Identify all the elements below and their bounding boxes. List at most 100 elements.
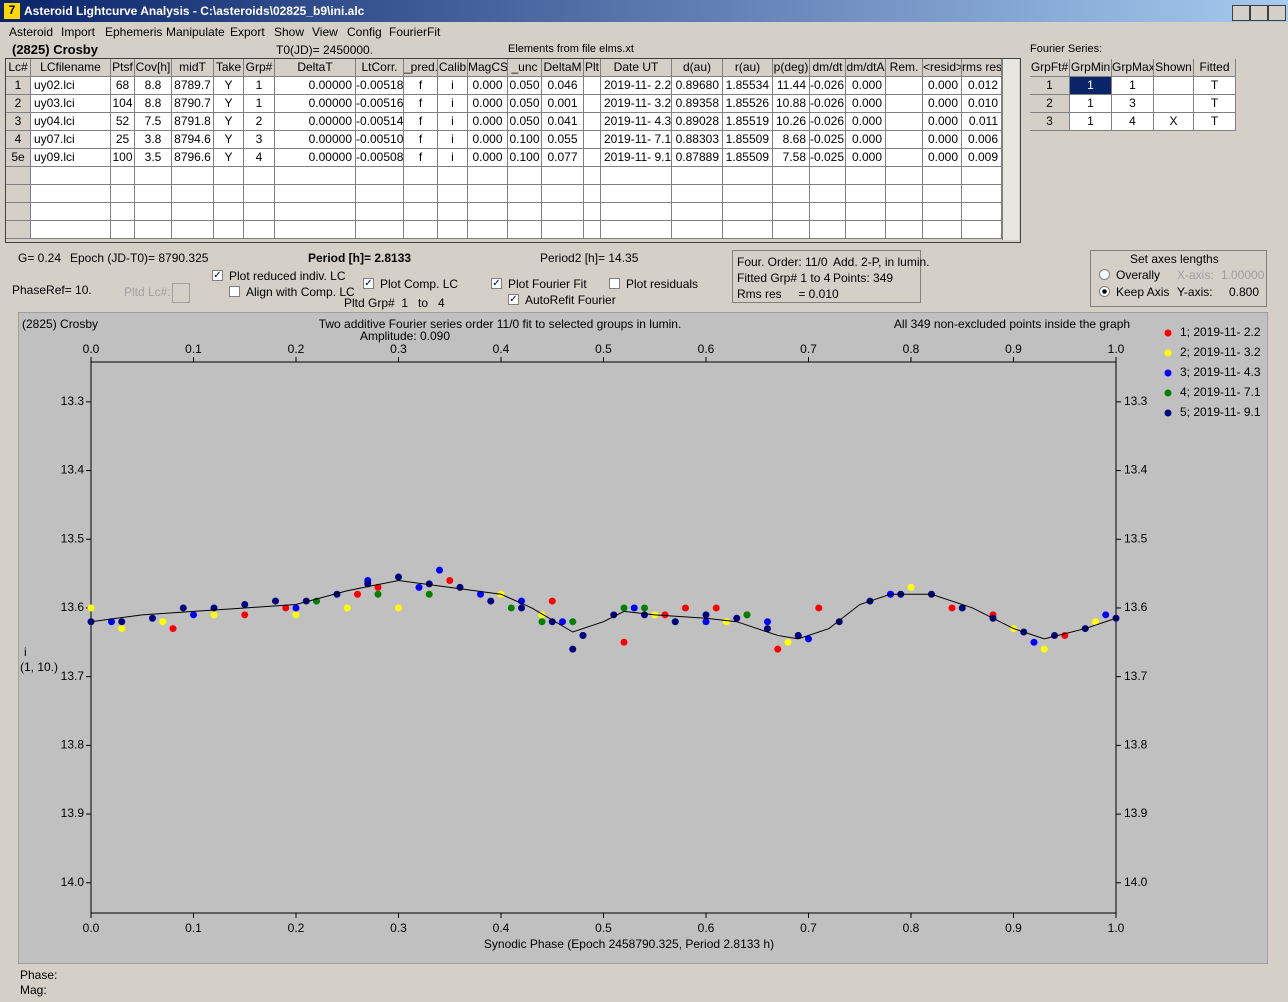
menu-item[interactable]: Asteroid	[9, 25, 54, 39]
x-axis-value: 1.00000	[1221, 268, 1265, 282]
table-cell	[542, 221, 584, 239]
spinner[interactable]	[172, 283, 190, 303]
column-header: Shown	[1154, 59, 1194, 77]
chart-object: (2825) Crosby	[22, 317, 98, 331]
menu-item[interactable]: Export	[230, 25, 265, 39]
checkbox[interactable]	[229, 286, 240, 297]
chart-title: Two additive Fourier series order 11/0 f…	[319, 317, 682, 331]
table-cell	[846, 221, 886, 239]
y-tick-label: 13.6	[1124, 600, 1148, 614]
data-point	[671, 618, 679, 626]
minimize-button[interactable]	[1232, 5, 1250, 21]
g-value: G= 0.24	[18, 251, 62, 265]
phase-ref: PhaseRef= 10.	[12, 283, 92, 297]
menu-item[interactable]: Import	[61, 25, 96, 39]
table-cell: Y	[214, 131, 244, 149]
fit-info: Fitted Grp# 1 to 4	[737, 271, 831, 285]
table-cell: 0.011	[962, 113, 1002, 131]
row-header: 3	[1030, 113, 1070, 131]
table-cell	[723, 167, 773, 185]
menu-item[interactable]: Ephemeris	[105, 25, 163, 39]
table-cell: 8794.6	[172, 131, 214, 149]
table-cell: 3.5	[135, 149, 172, 167]
table-cell: 1.85519	[723, 113, 773, 131]
data-point	[1030, 638, 1038, 646]
x-axis-label: X-axis:	[1177, 268, 1214, 282]
table-cell: uy07.lci	[31, 131, 111, 149]
column-header: Lc#	[6, 59, 31, 77]
checkbox[interactable]: ✓	[363, 278, 374, 289]
axes-box	[1090, 250, 1267, 307]
data-point	[784, 638, 792, 646]
checkbox[interactable]	[609, 278, 620, 289]
row-header: 2	[1030, 95, 1070, 113]
x-tick-label: 0.7	[800, 342, 817, 356]
table-cell	[438, 221, 468, 239]
table-cell: 2	[244, 113, 275, 131]
table-cell: 0.000	[846, 149, 886, 167]
table-cell: 0.000	[468, 113, 508, 131]
table-cell	[962, 167, 1002, 185]
table-cell: 0.89028	[672, 113, 723, 131]
table-cell: 8.8	[135, 95, 172, 113]
maximize-button[interactable]	[1250, 5, 1268, 21]
radio[interactable]	[1099, 269, 1110, 280]
radio-label: Keep Axis	[1116, 285, 1170, 299]
menu-item[interactable]: Show	[274, 25, 305, 39]
table-cell	[810, 203, 846, 221]
data-point	[292, 611, 300, 619]
data-point	[794, 631, 802, 639]
checkbox[interactable]: ✓	[508, 294, 519, 305]
column-header: <resid>	[923, 59, 962, 77]
table-cell: 0.077	[542, 149, 584, 167]
x-tick-label: 0.2	[288, 921, 305, 935]
chart-note: All 349 non-excluded points inside the g…	[894, 317, 1130, 331]
table-cell	[214, 185, 244, 203]
x-tick-label: 0.8	[903, 921, 920, 935]
data-point	[395, 604, 402, 612]
radio[interactable]	[1099, 286, 1110, 297]
table-cell: Y	[214, 77, 244, 95]
table-cell: 100	[111, 149, 135, 167]
legend-label: 1; 2019-11- 2.2	[1180, 325, 1261, 339]
table-cell: 68	[111, 77, 135, 95]
table-cell	[275, 167, 356, 185]
row-header: 5e	[6, 149, 31, 167]
table-cell	[886, 77, 923, 95]
row-header: 3	[6, 113, 31, 131]
data-point	[343, 604, 351, 612]
data-point	[641, 611, 648, 619]
x-tick-label: 0.8	[903, 342, 920, 356]
checkbox[interactable]: ✓	[212, 270, 223, 281]
menu-item[interactable]: FourierFit	[389, 25, 441, 39]
scrollbar[interactable]	[1002, 59, 1019, 240]
close-button[interactable]	[1268, 5, 1286, 21]
table-cell: 0.041	[542, 113, 584, 131]
table-cell	[111, 221, 135, 239]
data-point	[712, 604, 720, 612]
table-cell	[773, 203, 810, 221]
data-point	[548, 597, 556, 605]
menu-item[interactable]: View	[312, 25, 338, 39]
table-cell	[135, 167, 172, 185]
column-header: LCfilename	[31, 59, 111, 77]
table-cell	[584, 131, 601, 149]
y-axis-label: Y-axis:	[1177, 285, 1213, 299]
table-cell	[1154, 77, 1194, 95]
data-point	[569, 618, 577, 626]
table-cell: 0.00000	[275, 131, 356, 149]
legend-label: 2; 2019-11- 3.2	[1180, 345, 1261, 359]
column-header: dm/dt	[810, 59, 846, 77]
table-cell: f	[404, 95, 438, 113]
table-cell	[356, 221, 404, 239]
data-point	[641, 604, 648, 612]
menu-item[interactable]: Config	[347, 25, 382, 39]
table-cell: -0.00516	[356, 95, 404, 113]
table-cell: 0.89680	[672, 77, 723, 95]
table-cell: Y	[214, 149, 244, 167]
checkbox[interactable]: ✓	[491, 278, 502, 289]
menu-item[interactable]: Manipulate	[166, 25, 225, 39]
column-header: DeltaM	[542, 59, 584, 77]
table-cell	[468, 221, 508, 239]
y-tick-label: 13.3	[61, 394, 85, 408]
